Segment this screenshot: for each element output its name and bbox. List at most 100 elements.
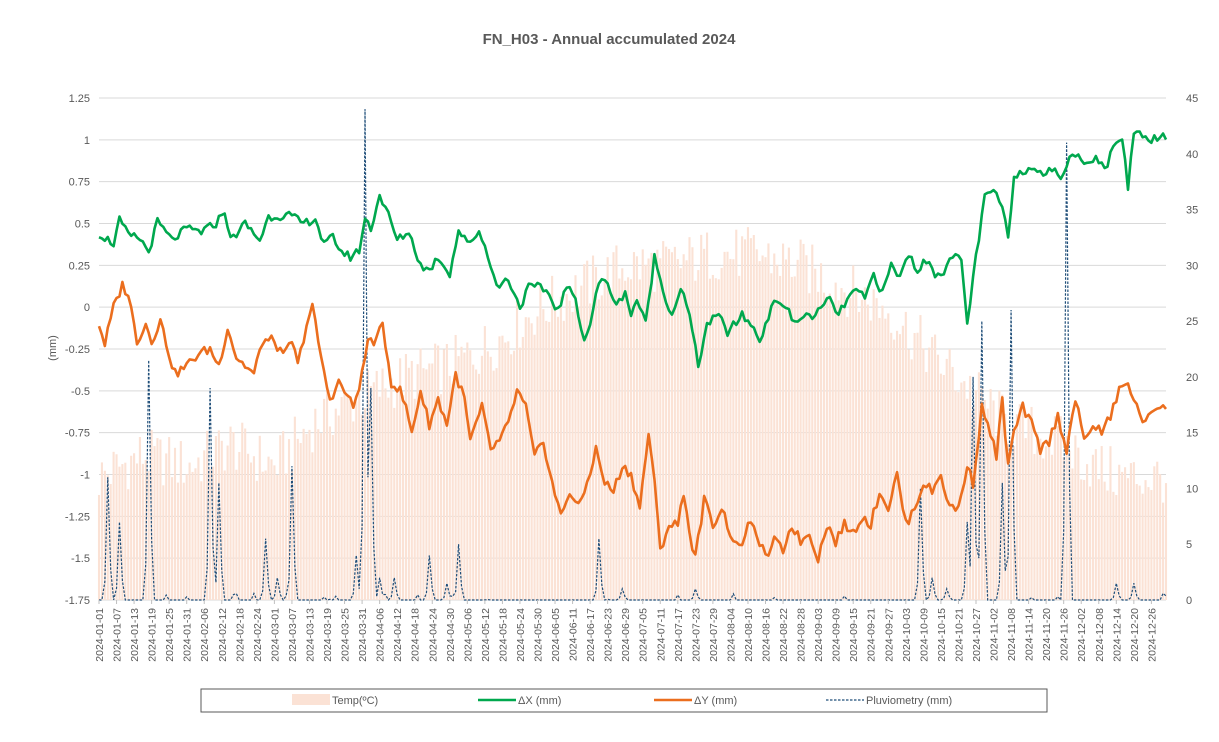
temp-bar [1144, 480, 1147, 600]
y-left-tick-label: 0.5 [75, 219, 90, 231]
temp-bar [293, 416, 296, 600]
temp-bar [314, 408, 317, 600]
temp-bar [799, 239, 802, 601]
legend-swatch-temp [292, 694, 330, 705]
temp-bar [583, 264, 586, 600]
temp-bar [819, 263, 823, 600]
temp-bar [463, 352, 466, 600]
temp-bar [1106, 490, 1109, 600]
temp-bar [153, 446, 156, 600]
temp-bar [1068, 450, 1071, 600]
y-axis-right: 45 40 35 30 25 20 15 10 5 0 [1186, 93, 1198, 607]
temp-bar [662, 241, 665, 600]
x-tick-label: 2024-05-30 [532, 608, 544, 662]
x-tick-label: 2024-06-17 [585, 608, 597, 662]
temp-bar [934, 334, 937, 600]
temp-bar [881, 305, 884, 600]
temp-bar [366, 369, 369, 600]
temp-bar [808, 293, 811, 600]
temp-bar [197, 457, 200, 600]
temp-bar [121, 464, 124, 600]
x-tick-label: 2024-10-15 [936, 608, 948, 662]
temp-bar [513, 350, 516, 600]
temp-bar [1059, 416, 1062, 600]
x-tick-label: 2024-03-13 [304, 608, 316, 662]
x-tick-label: 2024-06-05 [550, 608, 562, 662]
temp-bar [413, 398, 416, 600]
y-left-tick-label: -1.75 [65, 595, 90, 607]
temp-bar [884, 318, 887, 600]
x-tick-label: 2024-03-07 [287, 608, 299, 662]
x-tick-label: 2024-12-02 [1076, 608, 1088, 662]
temp-bar [1091, 454, 1094, 600]
temp-bar [980, 387, 983, 600]
temp-bar [141, 463, 144, 600]
temp-bar [498, 336, 501, 600]
series-lines [97, 109, 1168, 602]
x-tick-label: 2024-03-25 [340, 608, 352, 662]
temp-bar [106, 475, 109, 600]
temp-bar [290, 470, 293, 600]
temp-bar [790, 276, 793, 600]
temp-bar [320, 433, 323, 600]
temp-bar [811, 244, 814, 601]
x-tick-label: 2024-04-12 [392, 608, 404, 662]
temp-bar [171, 477, 174, 600]
x-tick-label: 2024-05-06 [462, 608, 474, 662]
temp-bar [475, 369, 478, 600]
temp-bar [375, 370, 378, 600]
temp-bar [919, 315, 922, 600]
temp-bar [1036, 433, 1039, 600]
x-tick-label: 2024-11-26 [1059, 608, 1071, 661]
temp-bar [1004, 413, 1007, 600]
x-tick-label: 2024-09-09 [831, 608, 843, 662]
temp-bar [869, 320, 872, 600]
temp-bar [1162, 502, 1165, 600]
temp-bar [711, 274, 714, 600]
x-tick-label: 2024-11-14 [1024, 608, 1036, 661]
y-axis-left: 1.25 1 0.75 0.5 0.25 0 -0.25 -0.5 -0.75 -1 -1.25 -1… [65, 93, 90, 607]
temp-bar [361, 414, 364, 600]
temp-bar [1042, 458, 1045, 600]
temp-bar [860, 299, 864, 600]
temp-bar [556, 316, 560, 600]
temp-bar [334, 408, 337, 600]
temp-bar [1050, 454, 1054, 600]
temp-bar [840, 288, 843, 600]
temp-bar [518, 347, 522, 600]
temp-bar [1159, 474, 1162, 600]
temp-bar [97, 494, 101, 600]
x-tick-label: 2024-09-15 [848, 608, 860, 662]
temp-bar [741, 236, 744, 600]
temp-bar [1077, 447, 1080, 600]
y-left-tick-label: -1.25 [65, 511, 90, 523]
temp-bar [858, 311, 861, 600]
temp-bar [527, 317, 530, 600]
temp-bar [1121, 471, 1124, 600]
temp-bar [802, 243, 805, 601]
temp-bar [632, 252, 636, 600]
temp-bar [773, 253, 776, 600]
x-tick-label: 2024-03-01 [269, 608, 281, 662]
temp-bar [206, 430, 209, 600]
temp-bar [442, 349, 446, 600]
temp-bar [369, 386, 372, 600]
temp-bar [249, 462, 253, 600]
y-right-tick-label: 45 [1186, 93, 1198, 105]
temp-bar [682, 254, 685, 601]
temp-bar [378, 396, 381, 600]
temp-bar [708, 278, 712, 600]
temp-bar [936, 354, 940, 600]
temp-bar [489, 356, 492, 600]
x-tick-label: 2024-08-10 [743, 608, 755, 662]
temp-bar [165, 453, 168, 600]
temp-bar [328, 426, 331, 600]
temp-bar [203, 450, 206, 600]
temp-bar [1118, 464, 1121, 600]
temp-bar [767, 243, 770, 600]
temp-bar [656, 249, 659, 600]
temp-bar [1156, 461, 1159, 600]
legend-label: Pluviometry (mm) [866, 695, 952, 707]
temp-bar [679, 268, 682, 600]
temp-bar [258, 435, 261, 600]
